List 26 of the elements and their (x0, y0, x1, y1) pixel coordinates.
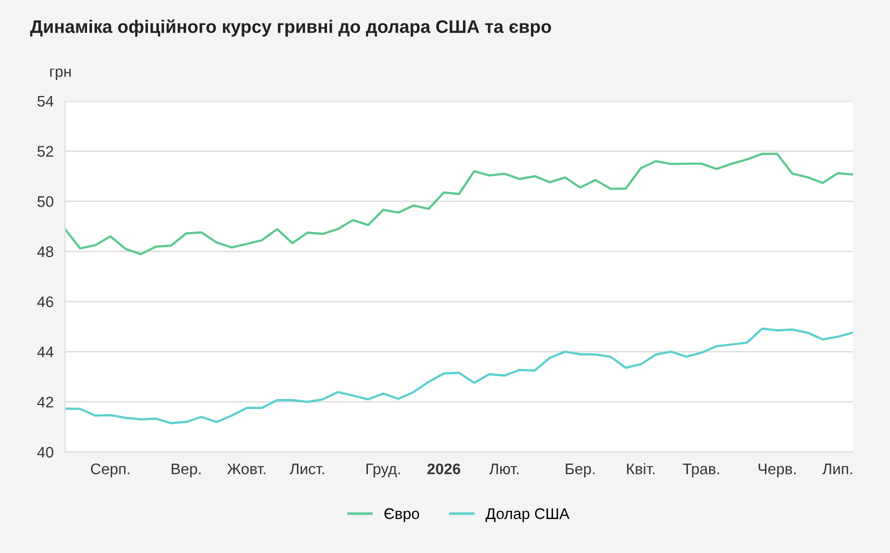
y-axis-title: грн (50, 68, 71, 80)
x-tick-label: Лист. (290, 464, 324, 474)
x-tick-label: 2026 (427, 464, 460, 474)
x-tick-label: Жовт. (227, 464, 266, 474)
x-tick-label: Груд. (366, 464, 400, 478)
line-series (65, 152, 853, 256)
chart-title: Динаміка офіційного курсу гривні до долара США та євро (30, 19, 552, 37)
x-tick-label: Квіт. (627, 463, 654, 474)
y-tick-label: 48 (37, 246, 54, 258)
x-tick-label: Вер. (172, 464, 201, 478)
legend-label: Євро (384, 508, 420, 522)
legend-label: Долар США (486, 508, 570, 522)
x-tick-label: Лип. (822, 464, 852, 474)
x-tick-label: Серп. (90, 464, 130, 478)
x-tick-label: Черв. (758, 464, 796, 478)
y-tick-label: 54 (38, 96, 54, 107)
y-tick-label: 46 (37, 296, 54, 308)
y-tick-label: 42 (37, 396, 54, 408)
x-tick-label: Бер. (566, 464, 594, 478)
y-tick-label: 44 (37, 346, 54, 358)
line-series (65, 328, 853, 424)
y-tick-label: 40 (37, 446, 54, 458)
y-tick-label: 52 (38, 146, 54, 157)
y-tick-label: 50 (38, 196, 54, 207)
x-tick-label: Лют. (489, 464, 518, 474)
x-tick-label: Трав. (682, 464, 719, 478)
